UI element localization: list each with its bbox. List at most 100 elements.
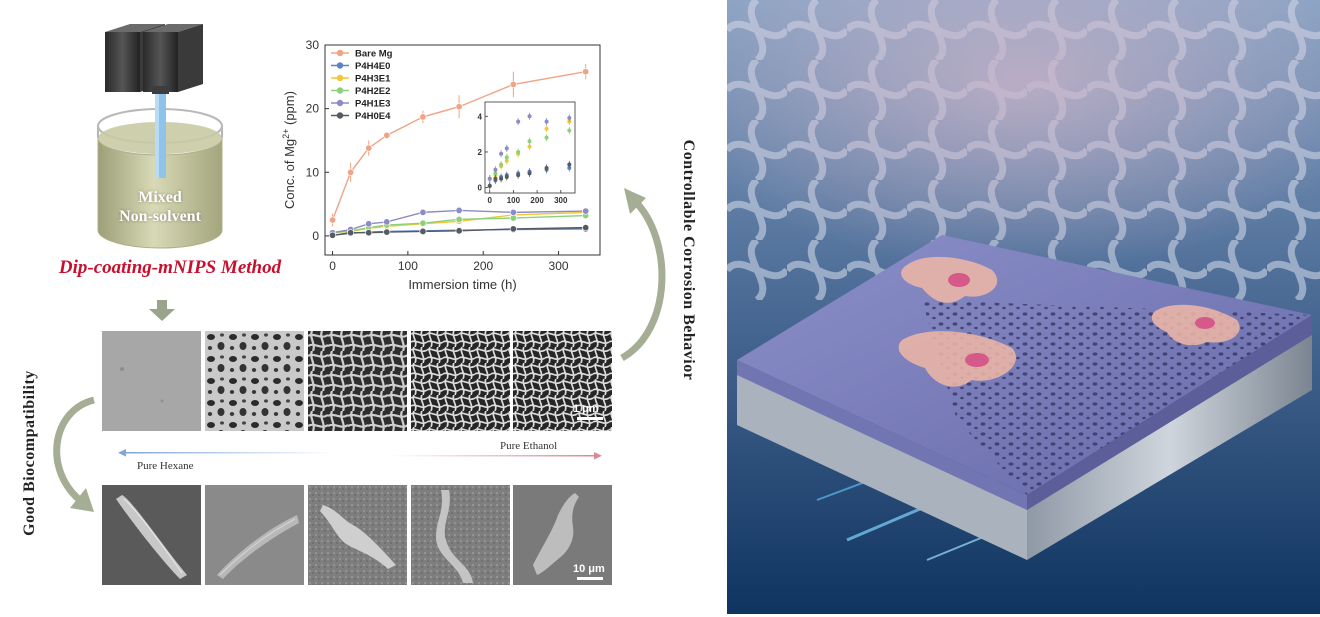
sem-scale-bar: 1 μm bbox=[573, 403, 599, 415]
x-tick-label: 200 bbox=[473, 259, 493, 273]
data-point-Bare Mg bbox=[347, 168, 355, 176]
container-label: Mixed Non-solvent bbox=[119, 189, 201, 225]
sem-image-3 bbox=[308, 331, 407, 431]
legend-label: P4H4E0 bbox=[355, 61, 390, 72]
inset-point-P4H1E3 bbox=[527, 114, 532, 119]
legend-marker bbox=[336, 112, 344, 119]
legend-label: P4H3E1 bbox=[355, 74, 391, 85]
inset-point-P4H3E1 bbox=[527, 144, 532, 149]
y-tick-label: 0 bbox=[312, 229, 319, 243]
inset-point-P4H0E4 bbox=[499, 176, 504, 181]
inset-point-P4H0E4 bbox=[516, 173, 521, 178]
down-arrow-icon bbox=[149, 300, 175, 321]
inset-y-tick-label: 4 bbox=[478, 112, 483, 121]
cell-image-3 bbox=[308, 485, 407, 585]
inset-point-P4H1E3 bbox=[499, 151, 504, 156]
inset-point-P4H0E4 bbox=[527, 171, 532, 176]
data-point-Bare Mg bbox=[329, 216, 337, 224]
clamp-block-icon bbox=[105, 24, 165, 32]
data-point-Bare Mg bbox=[509, 80, 517, 88]
inset-point-P4H1E3 bbox=[493, 167, 498, 172]
cell-image-1 bbox=[102, 485, 201, 585]
inset-point-P4H1E3 bbox=[504, 146, 509, 151]
sem-image-5: 1 μm bbox=[513, 331, 612, 431]
inset-x-tick-label: 0 bbox=[488, 196, 493, 205]
ethanol-arrow-icon bbox=[390, 452, 602, 460]
inset-point-P4H1E3 bbox=[487, 176, 492, 181]
inset-point-P4H2E2 bbox=[504, 155, 509, 160]
ethanol-label: Pure Ethanol bbox=[500, 440, 558, 452]
mg-substrate bbox=[737, 368, 1027, 560]
legend-marker bbox=[336, 74, 344, 82]
x-axis-label: Immersion time (h) bbox=[408, 277, 516, 292]
inset-point-P4H0E4 bbox=[544, 166, 549, 171]
cell-image-4 bbox=[411, 485, 510, 585]
sem-image-1 bbox=[102, 331, 201, 431]
inset-point-P4H1E3 bbox=[567, 116, 572, 121]
data-point-P4H1E3 bbox=[455, 206, 463, 214]
data-point-P4H0E4 bbox=[509, 225, 517, 233]
inset-point-P4H0E4 bbox=[493, 176, 498, 181]
data-point-P4H0E4 bbox=[455, 227, 463, 235]
data-point-Bare Mg bbox=[365, 144, 373, 152]
coating-3d-rendering bbox=[727, 0, 1320, 614]
inset-x-tick-label: 100 bbox=[507, 196, 521, 205]
data-point-Bare Mg bbox=[383, 131, 391, 139]
hexane-label: Pure Hexane bbox=[137, 460, 194, 472]
data-point-Bare Mg bbox=[455, 103, 463, 111]
inset-point-P4H0E4 bbox=[487, 183, 492, 188]
inset-point-P4H0E4 bbox=[567, 162, 572, 167]
method-label: Dip-coating-mNIPS Method bbox=[58, 257, 282, 278]
side-label-corrosion: Controllable Corrosion Behavior bbox=[680, 139, 697, 381]
inset-x-tick-label: 300 bbox=[554, 196, 568, 205]
sem-image-2 bbox=[205, 331, 304, 431]
x-tick-label: 0 bbox=[329, 259, 336, 273]
cell-image-5: 10 μm bbox=[513, 485, 612, 585]
y-tick-label: 30 bbox=[306, 38, 320, 52]
inset-y-tick-label: 0 bbox=[478, 184, 483, 193]
legend-marker bbox=[336, 49, 344, 57]
inset-point-P4H1E3 bbox=[544, 119, 549, 124]
data-point-P4H1E3 bbox=[365, 220, 373, 228]
data-point-P4H0E4 bbox=[365, 229, 373, 237]
inset-x-tick-label: 200 bbox=[530, 196, 544, 205]
data-point-P4H2E2 bbox=[419, 219, 427, 227]
data-point-P4H1E3 bbox=[582, 207, 590, 215]
curved-arrow-right-icon bbox=[620, 188, 666, 362]
inset-y-tick-label: 2 bbox=[478, 148, 483, 157]
inset-point-P4H2E2 bbox=[499, 162, 504, 167]
data-point-P4H0E4 bbox=[383, 228, 391, 236]
legend-marker bbox=[336, 99, 344, 107]
legend-label: P4H2E2 bbox=[355, 86, 390, 97]
legend-label: P4H0E4 bbox=[355, 111, 391, 122]
data-point-P4H0E4 bbox=[419, 227, 427, 235]
data-point-P4H0E4 bbox=[329, 231, 337, 239]
data-point-Bare Mg bbox=[582, 68, 590, 76]
inset-point-P4H1E3 bbox=[516, 119, 521, 124]
inset-point-P4H2E2 bbox=[567, 128, 572, 133]
data-point-P4H1E3 bbox=[509, 208, 517, 216]
inset-point-P4H2E2 bbox=[527, 139, 532, 144]
data-point-P4H1E3 bbox=[383, 218, 391, 226]
curved-arrow-left-icon bbox=[53, 396, 96, 512]
y-tick-label: 10 bbox=[306, 165, 320, 179]
data-point-P4H1E3 bbox=[419, 208, 427, 216]
inset-point-P4H0E4 bbox=[504, 174, 509, 179]
data-point-P4H2E2 bbox=[455, 215, 463, 223]
x-tick-label: 100 bbox=[398, 259, 418, 273]
sem-image-4 bbox=[411, 331, 510, 431]
legend-label: Bare Mg bbox=[355, 49, 393, 60]
dip-coating-schematic bbox=[97, 24, 223, 249]
substrate-rod bbox=[155, 90, 166, 178]
y-axis-label: Conc. of Mg2+ (ppm) bbox=[281, 91, 297, 209]
y-tick-label: 20 bbox=[306, 102, 320, 116]
clamp-right-icon bbox=[143, 32, 178, 92]
hexane-arrow-icon bbox=[118, 449, 336, 457]
side-label-biocompatibility: Good Biocompatibility bbox=[21, 369, 38, 536]
data-point-P4H0E4 bbox=[347, 229, 355, 237]
series-line-Bare Mg bbox=[331, 71, 586, 221]
inset-point-P4H3E1 bbox=[544, 126, 549, 131]
inset-point-P4H2E2 bbox=[516, 149, 521, 154]
legend-marker bbox=[336, 87, 344, 94]
